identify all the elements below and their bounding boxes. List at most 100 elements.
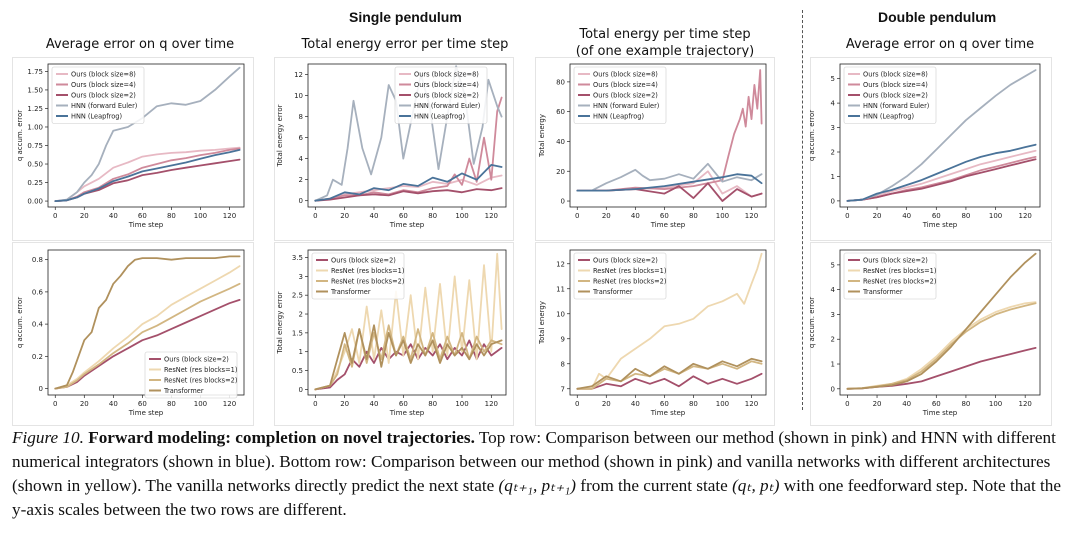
y-tick-label: 10 [294,92,303,100]
legend-entry: Ours (block size=8) [593,71,658,79]
legend-entry: HNN (forward Euler) [863,102,929,110]
y-tick-label: 0 [831,385,835,393]
axes-frame [839,63,1041,208]
y-tick-label: 11 [556,285,565,293]
legend-entry: Ours (block size=4) [593,81,658,89]
legend-entry: ResNet (res blocks=2) [331,278,404,286]
caption-title: Forward modeling: completion on novel tr… [88,428,475,447]
caption-math-current-state: (qₜ, pₜ) [732,476,780,495]
legend-entry: Ours (block size=2) [71,92,136,100]
y-tick-label: 0.00 [27,198,43,206]
y-tick-label: 5 [831,261,835,269]
x-tick-label: 0 [575,212,579,220]
legend-entry: Ours (block size=2) [593,257,658,265]
x-tick-label: 60 [932,212,941,220]
column-title-3-line1: Total energy per time step [579,27,751,42]
y-axis-label: Total energy [538,114,546,158]
legend-entry: HNN (Leapfrog) [71,113,122,121]
y-tick-label: 1.5 [292,329,303,337]
x-tick-label: 60 [138,212,147,220]
y-axis-label: Total energy error [276,291,284,354]
series-line-ours-block-size-4 [576,69,763,192]
legend-box [394,66,488,124]
x-tick-label: 100 [716,212,729,220]
y-tick-label: 40 [556,138,565,146]
x-tick-label: 120 [1018,400,1031,408]
series-line-hnn-leapfrog [846,143,1037,202]
legend-box [573,252,667,300]
y-axis-label: q accum. error [808,297,816,348]
x-tick-label: 100 [989,400,1002,408]
axes-frame [839,249,1041,396]
y-tick-label: 9 [561,335,565,343]
axes-frame [307,63,507,208]
y-tick-label: 80 [556,78,565,86]
x-tick-label: 100 [194,212,207,220]
x-axis-label: Time step [922,409,958,417]
x-tick-label: 20 [602,400,611,408]
legend-box [144,351,238,399]
y-tick-label: 4 [831,100,836,108]
legend-entry: Transformer [330,288,371,296]
x-tick-label: 0 [845,400,849,408]
x-tick-label: 80 [961,212,970,220]
y-tick-label: 10 [556,310,565,318]
series-line-transformer [314,324,503,391]
x-tick-label: 0 [53,212,57,220]
y-axis-label: q accum. error [16,297,24,348]
y-tick-label: 3 [831,124,835,132]
legend-entry: Ours (block size=2) [863,257,928,265]
y-tick-label: 4 [299,155,304,163]
figure-caption: Figure 10. Forward modeling: completion … [12,426,1070,522]
y-tick-label: 0.6 [32,288,44,296]
x-tick-label: 60 [399,400,408,408]
x-tick-label: 100 [716,400,729,408]
series-line-hnn-forward-euler [314,65,503,202]
legend-entry: ResNet (res blocks=1) [164,366,237,374]
x-tick-label: 120 [485,400,498,408]
x-tick-label: 40 [631,212,640,220]
x-tick-label: 120 [223,212,236,220]
series-line-ours-block-size-2 [54,298,241,390]
x-tick-label: 60 [138,400,147,408]
y-tick-label: 3 [831,311,835,319]
x-axis-label: Time step [128,221,164,229]
legend-entry: ResNet (res blocks=1) [331,267,404,275]
y-tick-label: 8 [299,113,303,121]
legend-box [843,252,937,300]
section-title-single: Single pendulum [349,9,462,25]
y-tick-label: 3 [299,273,303,281]
y-tick-label: 1.25 [27,105,43,113]
x-tick-label: 40 [370,400,379,408]
x-tick-label: 60 [660,212,669,220]
legend-box [311,252,405,300]
legend-box [573,66,667,124]
x-tick-label: 80 [689,400,698,408]
legend-entry: HNN (forward Euler) [593,102,659,110]
legend-entry: Transformer [592,288,633,296]
series-line-transformer [846,252,1037,390]
column-title-3: Total energy per time step (of one examp… [555,26,775,60]
y-tick-label: 12 [556,260,565,268]
y-tick-label: 0.2 [32,353,43,361]
caption-text-1: Top row: Comparison between our method (… [12,428,1056,495]
series-line-ours-block-size-4 [54,147,241,203]
y-tick-label: 2 [299,311,303,319]
x-tick-label: 40 [109,400,118,408]
x-tick-label: 20 [873,400,882,408]
x-tick-label: 120 [745,212,758,220]
x-tick-label: 20 [340,400,349,408]
legend-box [51,66,145,124]
legend-box [843,66,937,124]
legend-entry: ResNet (res blocks=2) [593,278,666,286]
section-divider [802,10,803,410]
y-tick-label: 1.00 [27,123,43,131]
series-line-ours-block-size-2 [314,187,503,202]
series-line-hnn-forward-euler [54,66,241,203]
